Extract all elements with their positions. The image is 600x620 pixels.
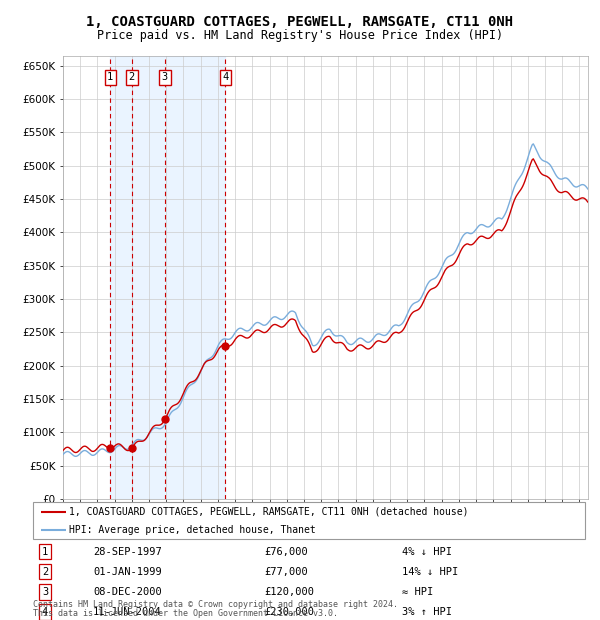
Text: HPI: Average price, detached house, Thanet: HPI: Average price, detached house, Than… [69,525,316,535]
Text: 4: 4 [42,607,48,617]
Text: Price paid vs. HM Land Registry's House Price Index (HPI): Price paid vs. HM Land Registry's House … [97,29,503,42]
Text: 2: 2 [129,73,135,82]
Text: 08-DEC-2000: 08-DEC-2000 [93,587,162,597]
Text: £77,000: £77,000 [264,567,308,577]
Text: 1, COASTGUARD COTTAGES, PEGWELL, RAMSGATE, CT11 0NH (detached house): 1, COASTGUARD COTTAGES, PEGWELL, RAMSGAT… [69,507,469,516]
Text: 11-JUN-2004: 11-JUN-2004 [93,607,162,617]
Text: 01-JAN-1999: 01-JAN-1999 [93,567,162,577]
Text: ≈ HPI: ≈ HPI [402,587,433,597]
Text: This data is licensed under the Open Government Licence v3.0.: This data is licensed under the Open Gov… [33,608,338,618]
Text: 1, COASTGUARD COTTAGES, PEGWELL, RAMSGATE, CT11 0NH: 1, COASTGUARD COTTAGES, PEGWELL, RAMSGAT… [86,16,514,30]
Text: 3% ↑ HPI: 3% ↑ HPI [402,607,452,617]
Text: 4: 4 [223,73,229,82]
Text: £76,000: £76,000 [264,547,308,557]
Text: 1: 1 [42,547,48,557]
Text: 28-SEP-1997: 28-SEP-1997 [93,547,162,557]
Text: Contains HM Land Registry data © Crown copyright and database right 2024.: Contains HM Land Registry data © Crown c… [33,600,398,609]
Text: £230,000: £230,000 [264,607,314,617]
Text: 4% ↓ HPI: 4% ↓ HPI [402,547,452,557]
Text: 3: 3 [42,587,48,597]
Text: 1: 1 [107,73,113,82]
Text: 14% ↓ HPI: 14% ↓ HPI [402,567,458,577]
Bar [110,56,226,499]
Text: 3: 3 [162,73,168,82]
Text: 2: 2 [42,567,48,577]
Text: £120,000: £120,000 [264,587,314,597]
